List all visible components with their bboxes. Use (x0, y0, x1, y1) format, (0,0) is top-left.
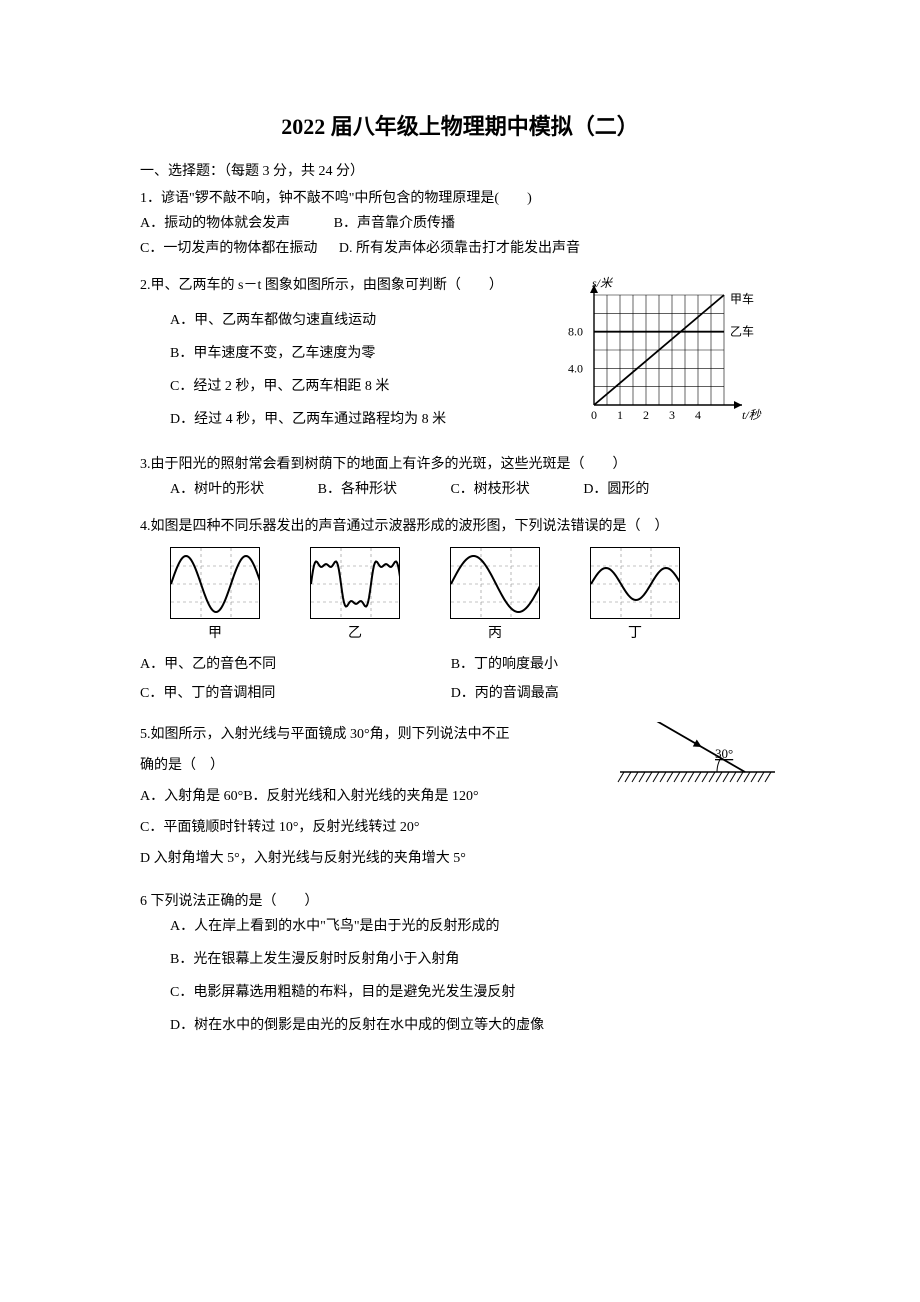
svg-text:3: 3 (669, 408, 675, 422)
q3-text: 3.由于阳光的照射常会看到树荫下的地面上有许多的光斑，这些光斑是（ ） (140, 454, 780, 475)
q6-text: 6 下列说法正确的是（ ） (140, 891, 780, 912)
q4-opt-d: D．丙的音调最高 (451, 683, 758, 704)
svg-text:1: 1 (617, 408, 623, 422)
q1-opt-b: B．声音靠介质传播 (334, 213, 455, 234)
q5-figure: 30° (600, 722, 780, 792)
section-header-1: 一、选择题：（每题 3 分，共 24 分） (140, 161, 780, 182)
q1-text: 1．谚语"锣不敲不响，钟不敲不鸣"中所包含的物理原理是( ) (140, 188, 780, 209)
q3-opt-b: B．各种形状 (318, 479, 397, 500)
question-4: 4.如图是四种不同乐器发出的声音通过示波器形成的波形图，下列说法错误的是（ ） … (140, 516, 780, 712)
svg-text:8.0: 8.0 (568, 325, 583, 339)
q4-wave-ding (590, 547, 680, 619)
q6-opt-a: A．人在岸上看到的水中"飞鸟"是由于光的反射形成的 (170, 916, 780, 937)
q2-opt-c: C．经过 2 秒，甲、乙两车相距 8 米 (170, 376, 552, 397)
q2-opt-a: A．甲、乙两车都做匀速直线运动 (170, 310, 552, 331)
svg-text:乙车: 乙车 (730, 324, 754, 339)
svg-text:4.0: 4.0 (568, 361, 583, 375)
svg-text:4: 4 (695, 408, 701, 422)
q5-opt-c: C．平面镜顺时针转过 10°，反射光线转过 20° (140, 817, 780, 838)
q2-text: 2.甲、乙两车的 s－t 图象如图所示，由图象可判断（ ） (140, 275, 552, 296)
svg-text:t/秒: t/秒 (742, 408, 762, 422)
q2-graph: s/米 t/秒 4.0 8.0 0 1 2 3 4 甲车乙车 (560, 275, 780, 442)
svg-text:s/米: s/米 (592, 276, 614, 290)
q6-opt-c: C．电影屏幕选用粗糙的布料，目的是避免光发生漫反射 (170, 982, 780, 1003)
svg-text:30°: 30° (715, 746, 733, 761)
q2-opt-d: D．经过 4 秒，甲、乙两车通过路程均为 8 米 (170, 409, 552, 430)
svg-text:2: 2 (643, 408, 649, 422)
q1-opt-d: D. 所有发声体必须靠击打才能发出声音 (339, 238, 580, 259)
q1-opt-a: A．振动的物体就会发声 (140, 213, 290, 234)
question-6: 6 下列说法正确的是（ ） A．人在岸上看到的水中"飞鸟"是由于光的反射形成的 … (140, 891, 780, 1036)
q5-opt-d: D 入射角增大 5°，入射光线与反射光线的夹角增大 5° (140, 848, 780, 869)
q4-opt-b: B．丁的响度最小 (451, 654, 758, 675)
q2-opt-b: B．甲车速度不变，乙车速度为零 (170, 343, 552, 364)
q4-label-bing: 丙 (450, 623, 540, 644)
q6-opt-b: B．光在银幕上发生漫反射时反射角小于入射角 (170, 949, 780, 970)
q6-opt-d: D．树在水中的倒影是由光的反射在水中成的倒立等大的虚像 (170, 1015, 780, 1036)
question-2: 2.甲、乙两车的 s－t 图象如图所示，由图象可判断（ ） A．甲、乙两车都做匀… (140, 275, 780, 442)
q4-label-jia: 甲 (170, 623, 260, 644)
q4-label-yi: 乙 (310, 623, 400, 644)
q4-text: 4.如图是四种不同乐器发出的声音通过示波器形成的波形图，下列说法错误的是（ ） (140, 516, 780, 537)
q4-opt-a: A．甲、乙的音色不同 (140, 654, 447, 675)
question-1: 1．谚语"锣不敲不响，钟不敲不鸣"中所包含的物理原理是( ) A．振动的物体就会… (140, 188, 780, 263)
q4-label-ding: 丁 (590, 623, 680, 644)
q3-opt-c: C．树枝形状 (450, 479, 529, 500)
page-title: 2022 届八年级上物理期中模拟（二） (140, 110, 780, 143)
q4-wave-bing (450, 547, 540, 619)
q3-opt-a: A．树叶的形状 (170, 479, 264, 500)
svg-text:甲车: 甲车 (730, 291, 754, 306)
q1-opt-c: C．一切发声的物体都在振动 (140, 238, 317, 259)
question-3: 3.由于阳光的照射常会看到树荫下的地面上有许多的光斑，这些光斑是（ ） A．树叶… (140, 454, 780, 504)
question-5: 30° 5.如图所示，入射光线与平面镜成 30°角，则下列说法中不正 确的是（ … (140, 724, 780, 879)
svg-text:0: 0 (591, 408, 597, 422)
q4-opt-c: C．甲、丁的音调相同 (140, 683, 447, 704)
q4-wave-jia (170, 547, 260, 619)
q3-opt-d: D．圆形的 (583, 479, 649, 500)
q4-wave-yi (310, 547, 400, 619)
